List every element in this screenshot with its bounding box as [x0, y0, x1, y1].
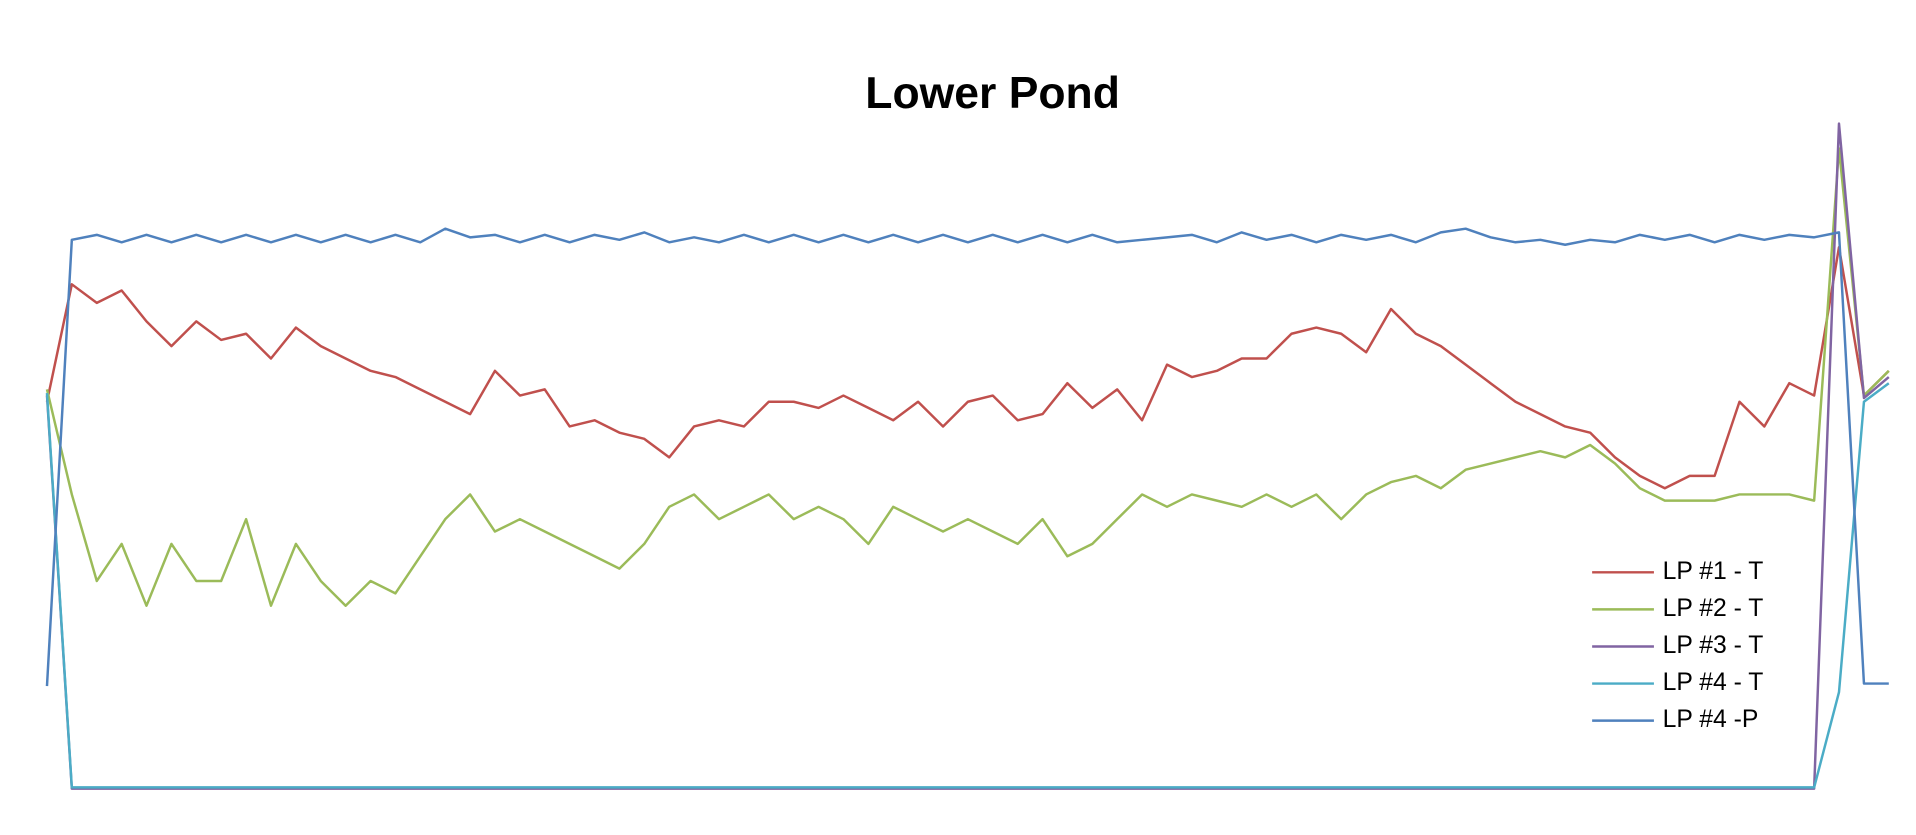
legend-label: LP #2 - T — [1663, 595, 1764, 622]
legend-label: LP #3 - T — [1663, 632, 1764, 659]
series-line — [45, 245, 1890, 490]
series-line — [45, 147, 1890, 607]
legend-label: LP #1 - T — [1663, 558, 1764, 585]
series-line — [45, 382, 1890, 789]
legend-label: LP #4 - T — [1663, 669, 1764, 696]
chart-title: Lower Pond — [865, 69, 1120, 118]
legend-label: LP #4 -P — [1663, 706, 1759, 733]
series-line — [45, 227, 1889, 687]
